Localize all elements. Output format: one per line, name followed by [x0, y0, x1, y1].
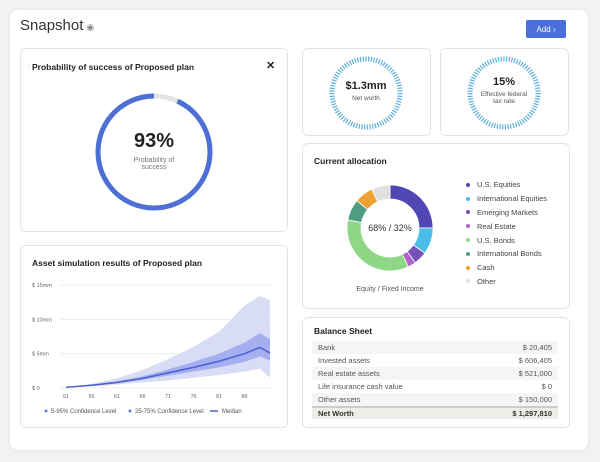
legend-label: Real Estate: [477, 221, 516, 231]
legend-dot: [466, 224, 470, 229]
allocation-slice[interactable]: [371, 184, 391, 203]
net-worth-ring: [329, 56, 403, 130]
tax-ring: [467, 56, 541, 130]
success-card: [20, 48, 288, 232]
legend-dot: [466, 279, 470, 284]
balance-label: Real estate assets: [318, 369, 380, 378]
success-ring: [95, 93, 213, 211]
allocation-donut: [346, 184, 434, 272]
x-tick-label: 81: [216, 394, 222, 400]
balance-row: Invested assets $ 606,405: [312, 354, 558, 367]
legend-item: Emerging Markets: [466, 206, 547, 220]
legend-dot: [466, 210, 470, 215]
balance-value: $ 20,405: [522, 343, 552, 352]
balance-row: Life insurance cash value $ 0: [312, 380, 558, 393]
x-tick-label: 71: [165, 394, 171, 400]
legend-item: U.S. Bonds: [466, 233, 547, 247]
page-title: Snapshot ◉: [20, 17, 95, 34]
balance-label: Life insurance cash value: [318, 382, 403, 391]
balance-value: $ 0: [541, 382, 552, 391]
x-tick-label: 61: [114, 394, 120, 400]
legend-dot: [466, 251, 470, 256]
legend-label: International Bonds: [477, 249, 542, 259]
close-icon[interactable]: ✕: [266, 60, 276, 72]
x-tick-label: 56: [88, 394, 94, 400]
x-tick-label: 86: [241, 394, 247, 400]
allocation-slice[interactable]: [389, 184, 434, 229]
legend-item: U.S. Equities: [466, 178, 547, 192]
allocation-caption: Equity / Fixed Income: [356, 286, 424, 293]
success-label-2: success: [141, 164, 167, 171]
drag-handle-icon[interactable]: ⋮: [26, 63, 32, 69]
legend-item: Real Estate: [466, 219, 547, 233]
tax-value: 15%: [492, 76, 516, 88]
tax-label-2: tax rate: [493, 98, 515, 105]
net-worth-card: [302, 48, 431, 136]
legend-item: Cash: [466, 261, 547, 275]
allocation-center: 68% / 32%: [368, 223, 412, 233]
tax-rate-card: [440, 48, 569, 136]
legend-item: International Bonds: [466, 247, 547, 261]
balance-row: Bank $ 20,405: [312, 341, 558, 354]
x-tick-label: 76: [190, 394, 196, 400]
legend-item: International Equities: [466, 192, 547, 206]
net-worth-value: $1.3mm: [345, 80, 387, 92]
allocation-legend: U.S. Equities International Equities Emerg…: [466, 178, 547, 288]
balance-value: $ 521,000: [518, 369, 552, 378]
band-25-75: [66, 333, 270, 388]
simulation-chart: $ 0 $ 5mm $ 10mm $ 15mm 51 56 61 66 71 76 81 86 5-95…: [32, 283, 272, 415]
chart-legend-label: Median: [222, 409, 242, 415]
chart-legend-label: 25-75% Confidence Level: [135, 409, 204, 415]
success-label: Probability of: [133, 157, 175, 164]
legend-label: Emerging Markets: [477, 207, 538, 217]
x-tick-label: 66: [139, 394, 145, 400]
tax-label: Effective federal: [480, 91, 528, 98]
success-title: Probability of success of Proposed plan: [32, 62, 195, 72]
allocation-title: Current allocation: [314, 156, 387, 166]
success-arc: [95, 93, 213, 211]
y-tick-label: $ 10mm: [32, 317, 52, 323]
success-value: 93%: [133, 130, 175, 152]
legend-dot: [466, 196, 470, 201]
balance-label: Net Worth: [318, 409, 354, 418]
legend-dot: [466, 238, 470, 243]
balance-title: Balance Sheet: [314, 326, 373, 336]
eye-icon[interactable]: ◉: [86, 22, 95, 32]
legend-item: Other: [466, 275, 547, 289]
y-tick-label: $ 15mm: [32, 283, 52, 289]
balance-table: Bank $ 20,405 Invested assets $ 606,405 Real…: [312, 341, 558, 419]
balance-row: Real estate assets $ 521,000: [312, 367, 558, 380]
legend-label: Cash: [477, 263, 495, 273]
balance-label: Invested assets: [318, 356, 371, 365]
legend-label: International Equities: [477, 194, 548, 204]
legend-dot: [466, 265, 470, 270]
legend-label: Other: [477, 276, 496, 286]
add-button[interactable]: Add ›: [526, 20, 566, 38]
balance-value: $ 606,405: [518, 356, 552, 365]
x-tick-label: 51: [63, 394, 69, 400]
balance-label: Bank: [318, 343, 336, 352]
net-worth-label: Net worth: [352, 95, 380, 102]
balance-total-row: Net Worth $ 1,297,810: [312, 406, 558, 419]
balance-value: $ 150,000: [518, 395, 552, 404]
y-tick-label: $ 5mm: [32, 352, 49, 358]
legend-label: U.S. Equities: [477, 180, 521, 190]
y-tick-label: $ 0: [32, 386, 40, 392]
balance-value: $ 1,297,810: [512, 409, 552, 418]
legend-dot: [466, 182, 470, 187]
legend-marker: [128, 409, 132, 413]
median-line: [65, 346, 271, 389]
balance-label: Other assets: [318, 395, 361, 404]
balance-row: Other assets $ 150,000: [312, 393, 558, 406]
legend-marker: [44, 409, 48, 413]
simulation-title: Asset simulation results of Proposed pla…: [32, 258, 203, 268]
legend-label: U.S. Bonds: [477, 235, 515, 245]
chart-legend-label: 5-95% Confidence Level: [51, 409, 116, 415]
